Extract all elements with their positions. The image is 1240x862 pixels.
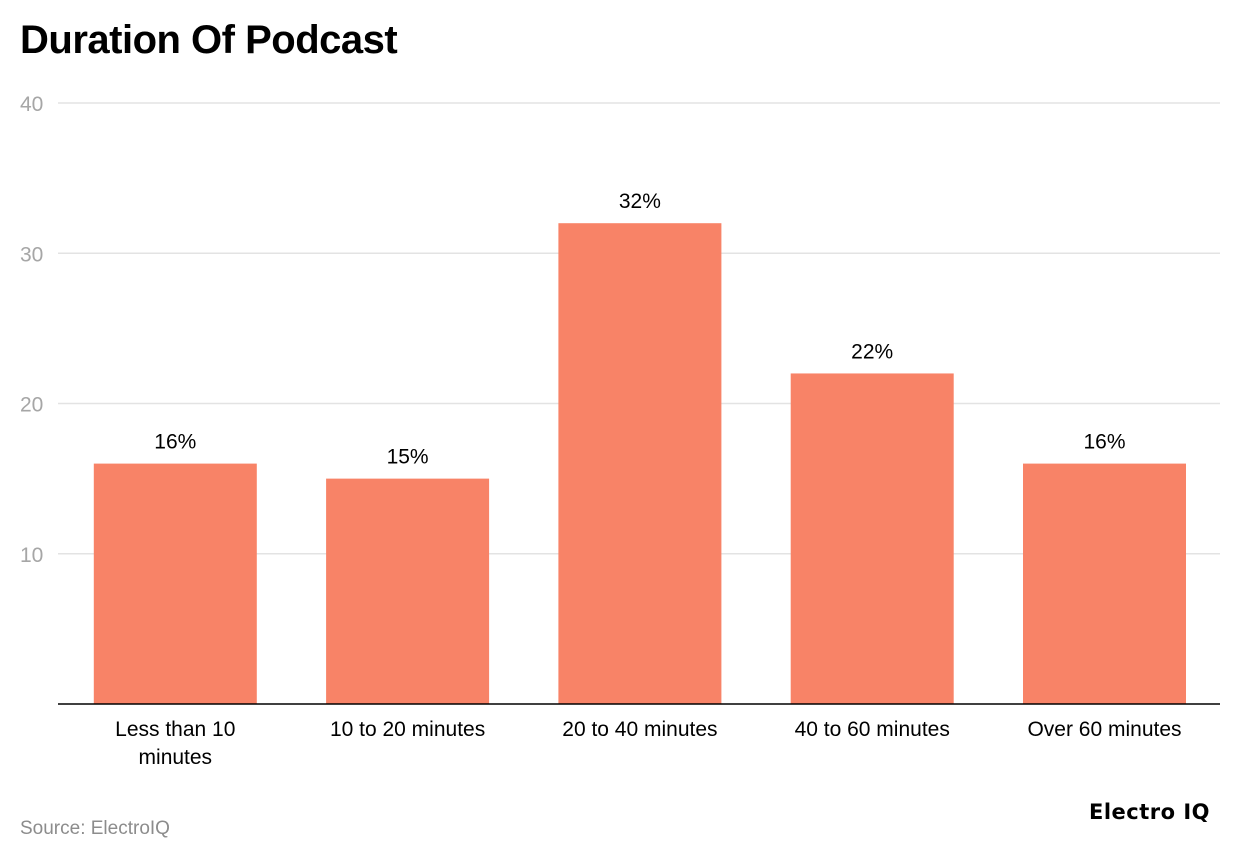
- bar: [326, 478, 490, 704]
- data-labels: 16% 15% 32% 22% 16%: [154, 190, 1125, 468]
- y-tick-label: 20: [20, 394, 43, 417]
- x-axis-labels: Less than 10 minutes 10 to 20 minutes 20 to…: [115, 718, 1181, 769]
- y-tick-label: 40: [20, 93, 43, 116]
- data-label: 15%: [387, 446, 429, 469]
- data-label: 16%: [1083, 431, 1125, 454]
- bars: [93, 223, 1186, 704]
- source-note: Source: ElectroIQ: [20, 818, 170, 839]
- x-tick-label: 10 to 20 minutes: [330, 718, 485, 741]
- x-tick-label: Less than 10: [115, 718, 235, 741]
- y-tick-label: 10: [20, 544, 43, 567]
- chart-title: Duration Of Podcast: [20, 18, 398, 62]
- x-tick-label: 20 to 40 minutes: [562, 718, 717, 741]
- bar: [790, 373, 954, 704]
- data-label: 32%: [619, 190, 661, 213]
- x-tick-label: Over 60 minutes: [1027, 718, 1181, 741]
- x-tick-label: 40 to 60 minutes: [795, 718, 950, 741]
- bar: [1023, 463, 1186, 704]
- data-label: 22%: [851, 340, 893, 363]
- y-tick-label: 30: [20, 243, 43, 266]
- data-label: 16%: [154, 431, 196, 454]
- x-tick-label: minutes: [139, 746, 213, 769]
- bar: [558, 223, 722, 704]
- bar: [93, 463, 257, 704]
- brand-logo: Electro IQ: [1089, 800, 1211, 824]
